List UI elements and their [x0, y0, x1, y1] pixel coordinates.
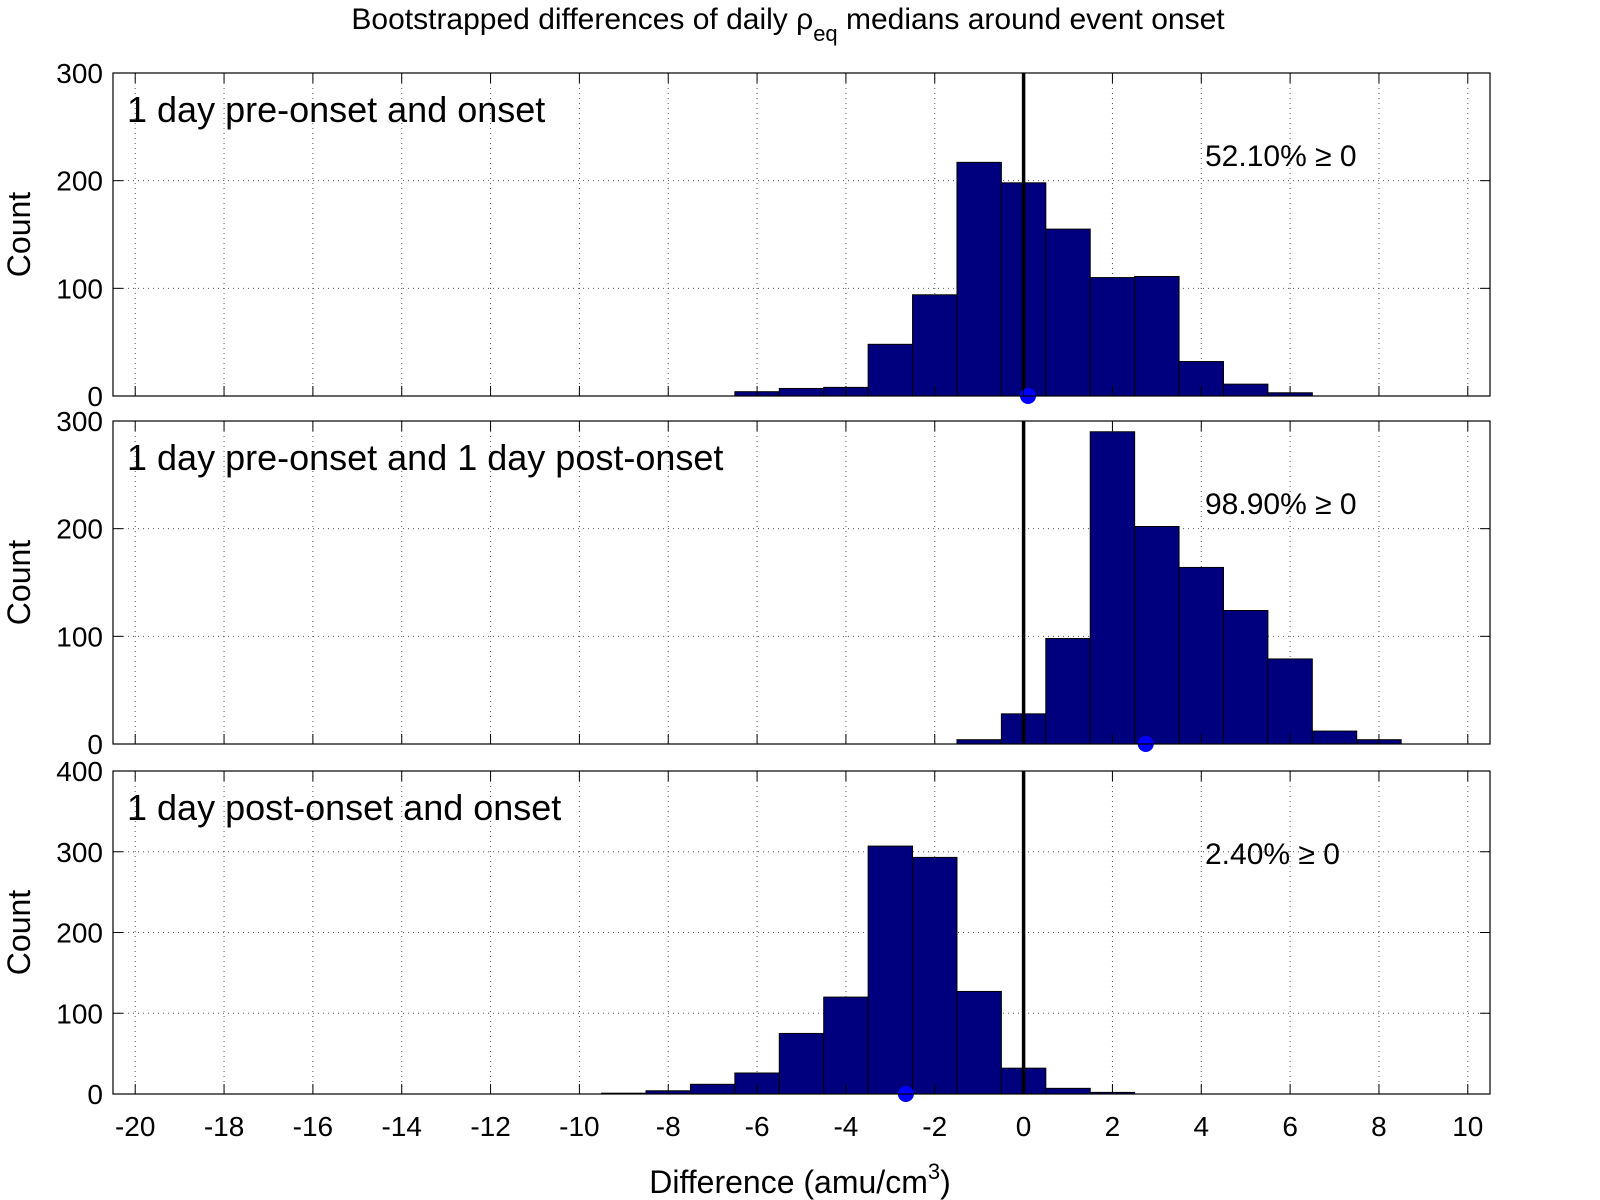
- histogram-bar: [1089, 431, 1136, 745]
- histogram-bar: [912, 294, 958, 397]
- x-tick-label: 2: [1105, 1111, 1121, 1142]
- axes-frame: [112, 72, 1491, 397]
- panel-label: 1 day post-onset and onset: [127, 787, 561, 828]
- histogram-bar: [867, 845, 914, 1095]
- xlabel-superscript: 3: [928, 1159, 940, 1184]
- x-tick-label: 4: [1193, 1111, 1209, 1142]
- x-tick-label: -8: [656, 1111, 681, 1142]
- histogram-bar: [956, 161, 1002, 397]
- x-tick-label: -12: [470, 1111, 510, 1142]
- y-tick-label: 100: [56, 621, 103, 652]
- xlabel-end: ): [940, 1164, 951, 1200]
- panel-2: 0 100 200 300 Count 1 day pre-onset and 1 day…: [1, 406, 1491, 760]
- x-tick-label: -18: [204, 1111, 244, 1142]
- y-tick-label: 100: [56, 273, 103, 304]
- histogram-bar: [956, 990, 1002, 1095]
- title-main: Bootstrapped differences of daily ρ: [351, 3, 813, 36]
- histogram-bar: [1134, 526, 1180, 745]
- histogram-bar: [1045, 228, 1091, 397]
- y-tick-label: 300: [56, 837, 103, 868]
- panel-label: 1 day pre-onset and 1 day post-onset: [127, 437, 723, 478]
- percent-annotation: 52.10% ≥ 0: [1205, 140, 1357, 173]
- x-tick-label: -10: [559, 1111, 599, 1142]
- histogram-bar: [956, 739, 1002, 745]
- x-tick-label: 6: [1282, 1111, 1298, 1142]
- histogram-bar: [1134, 275, 1180, 397]
- x-tick-label: -20: [115, 1111, 155, 1142]
- histogram-bar: [778, 1032, 825, 1095]
- x-tick-label: -6: [745, 1111, 770, 1142]
- histogram-bar: [1178, 566, 1224, 745]
- y-tick-label: 200: [56, 514, 103, 545]
- histogram-bar: [823, 996, 869, 1095]
- histogram-bar: [1267, 658, 1313, 745]
- percent-annotation: 2.40% ≥ 0: [1205, 838, 1340, 871]
- y-tick-label: 400: [56, 756, 103, 787]
- x-axis-label: Difference (amu/cm3): [649, 1159, 951, 1200]
- histogram-bar: [1311, 730, 1358, 745]
- histogram-bar: [867, 343, 914, 397]
- x-tick-label: 0: [1016, 1111, 1032, 1142]
- panels: 0 100 200 300 Count 1 day pre-onset and onset…: [1, 58, 1491, 1110]
- histogram-bar: [1222, 383, 1269, 397]
- y-tick-label: 0: [87, 1079, 103, 1110]
- y-tick-label: 300: [56, 58, 103, 89]
- title-end: medians around event onset: [838, 3, 1226, 36]
- y-axis-label: Count: [1, 890, 37, 976]
- panel-label: 1 day pre-onset and onset: [127, 89, 545, 130]
- histogram-bar: [1045, 1087, 1091, 1095]
- figure-title: Bootstrapped differences of daily ρeq me…: [351, 3, 1225, 46]
- histogram-bar: [689, 1083, 736, 1095]
- xlabel-main: Difference (amu/cm: [649, 1164, 928, 1200]
- y-tick-label: 0: [87, 729, 103, 760]
- panel-3: 0 100 200 300 400 Count 1 day post-onset and o…: [1, 756, 1491, 1110]
- y-tick-label: 200: [56, 918, 103, 949]
- y-axis-label: Count: [1, 192, 37, 278]
- y-tick-label: 200: [56, 166, 103, 197]
- histogram-bar: [1045, 637, 1091, 745]
- x-tick-label: 10: [1452, 1111, 1483, 1142]
- histogram-bar: [912, 856, 958, 1095]
- x-tick-label: 8: [1371, 1111, 1387, 1142]
- x-axis-ticks: -20 -18 -16 -14 -12 -10 -8 -6 -4 -2 0 2 4 6 8 10: [115, 1111, 1483, 1142]
- title-subscript: eq: [813, 21, 837, 46]
- x-tick-label: -14: [381, 1111, 421, 1142]
- x-tick-label: -16: [293, 1111, 333, 1142]
- y-tick-label: 100: [56, 998, 103, 1029]
- x-tick-label: -4: [833, 1111, 858, 1142]
- histogram-bar: [1222, 609, 1269, 745]
- y-tick-label: 0: [87, 381, 103, 412]
- percent-annotation: 98.90% ≥ 0: [1205, 488, 1357, 521]
- x-tick-label: -2: [922, 1111, 947, 1142]
- axes-frame: [112, 420, 1491, 745]
- histogram-bar: [778, 387, 825, 397]
- histogram-bar: [1089, 277, 1136, 397]
- panel-1: 0 100 200 300 Count 1 day pre-onset and onset…: [1, 58, 1491, 412]
- y-tick-label: 300: [56, 406, 103, 437]
- y-axis-label: Count: [1, 540, 37, 626]
